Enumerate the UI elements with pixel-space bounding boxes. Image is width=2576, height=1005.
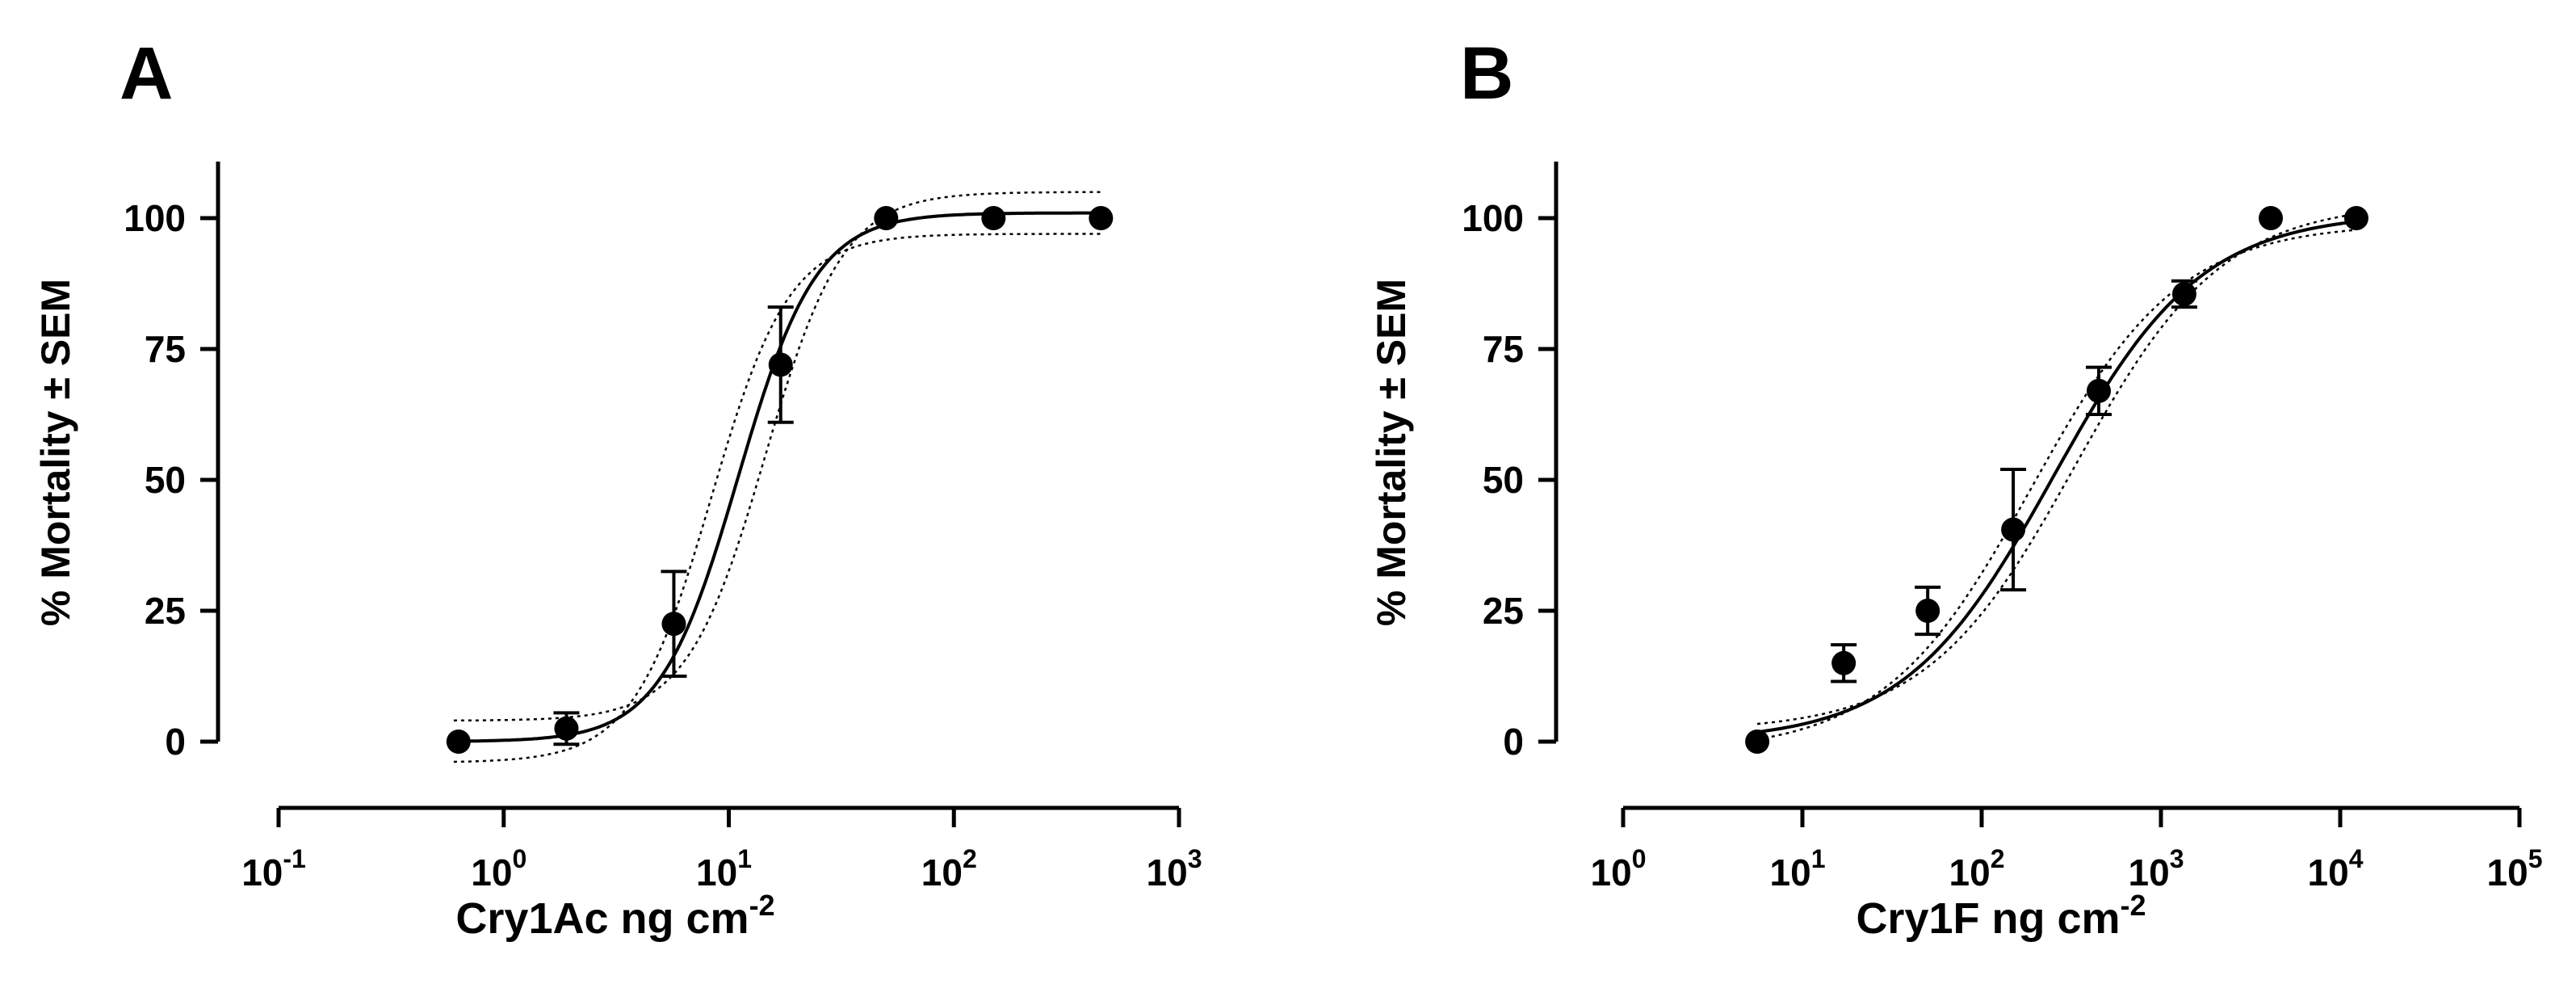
panel-a-data-point xyxy=(554,716,579,741)
panel-a-ci-lower xyxy=(453,191,1101,722)
panel-b-data-point xyxy=(2171,281,2196,306)
panel-b-data-point xyxy=(2343,206,2368,230)
panel-b-ci-upper xyxy=(1756,229,2357,741)
panel-b-y-axis-label: % Mortality ± SEM xyxy=(1369,279,1414,626)
panel-b-data-point xyxy=(1745,730,1770,754)
panel-a-x-tick-label: 10-1 xyxy=(241,844,306,894)
panel-b-label: B xyxy=(1460,32,1513,115)
panel-a-ci-upper xyxy=(453,233,1101,763)
panel-a-x-tick-label: 103 xyxy=(1147,844,1202,894)
panel-b-data-point xyxy=(2087,378,2112,403)
panel-b-data-point xyxy=(1915,599,1940,623)
panel-b-y-tick-label: 25 xyxy=(1483,590,1524,632)
panel-b-data-point xyxy=(2259,206,2284,230)
panel-b-y-tick-label: 100 xyxy=(1462,197,1524,239)
panel-b-fit-curve xyxy=(1756,220,2357,734)
panel-a-y-tick-label: 25 xyxy=(145,590,186,632)
panel-b: B % Mortality ± SEM Cry1F ng cm-2 0 25 50 7… xyxy=(1369,32,2542,943)
panel-a-data-point xyxy=(1089,206,1114,230)
panel-a-x-tick-label: 100 xyxy=(471,844,527,894)
panel-b-x-tick-label: 102 xyxy=(1949,844,2005,894)
panel-a-x-axis-label-sup: -2 xyxy=(749,889,775,922)
panel-a-data-point xyxy=(661,612,686,637)
panel-b-x-tick-label: 100 xyxy=(1591,844,1647,894)
panel-b-x-axis-label: Cry1F ng cm-2 xyxy=(1856,889,2146,943)
panel-a-data-point xyxy=(768,352,793,377)
panel-b-y-tick-label: 0 xyxy=(1503,721,1524,763)
panel-a: A % Mortality ± SEM Cry1Ac ng cm-2 0 25 50… xyxy=(33,32,1202,943)
panel-a-fit-curve xyxy=(453,211,1101,743)
panel-b-x-tick-label: 104 xyxy=(2308,844,2364,894)
panel-a-x-tick-label: 102 xyxy=(921,844,977,894)
panel-a-data-point xyxy=(981,206,1006,230)
panel-b-ci-lower xyxy=(1756,212,2357,725)
panel-b-x-axis-label-base: Cry1F ng cm xyxy=(1856,894,2120,943)
panel-a-data-point xyxy=(446,730,471,754)
panel-b-x-tick-label: 101 xyxy=(1770,844,1826,894)
panel-a-x-axis-label-base: Cry1Ac ng cm xyxy=(455,894,749,943)
panel-b-data-point xyxy=(1831,650,1856,675)
panel-a-data-point xyxy=(874,206,899,230)
panel-b-data-point xyxy=(2001,517,2026,542)
panel-a-x-tick-label: 101 xyxy=(696,844,752,894)
panel-b-y-tick-label: 75 xyxy=(1483,328,1524,370)
panel-a-y-tick-label: 75 xyxy=(145,328,186,370)
panel-b-x-axis-label-sup: -2 xyxy=(2121,889,2146,922)
panel-a-y-tick-label: 0 xyxy=(165,721,186,763)
panel-a-y-axis-label: % Mortality ± SEM xyxy=(33,279,78,626)
panel-a-x-axis-label: Cry1Ac ng cm-2 xyxy=(455,889,774,943)
panel-b-x-tick-label: 105 xyxy=(2487,844,2543,894)
panel-a-y-tick-label: 50 xyxy=(145,459,186,501)
panel-a-y-tick-label: 100 xyxy=(124,197,186,239)
panel-b-y-tick-label: 50 xyxy=(1483,459,1524,501)
panel-a-label: A xyxy=(120,32,173,115)
panel-b-x-tick-label: 103 xyxy=(2129,844,2184,894)
